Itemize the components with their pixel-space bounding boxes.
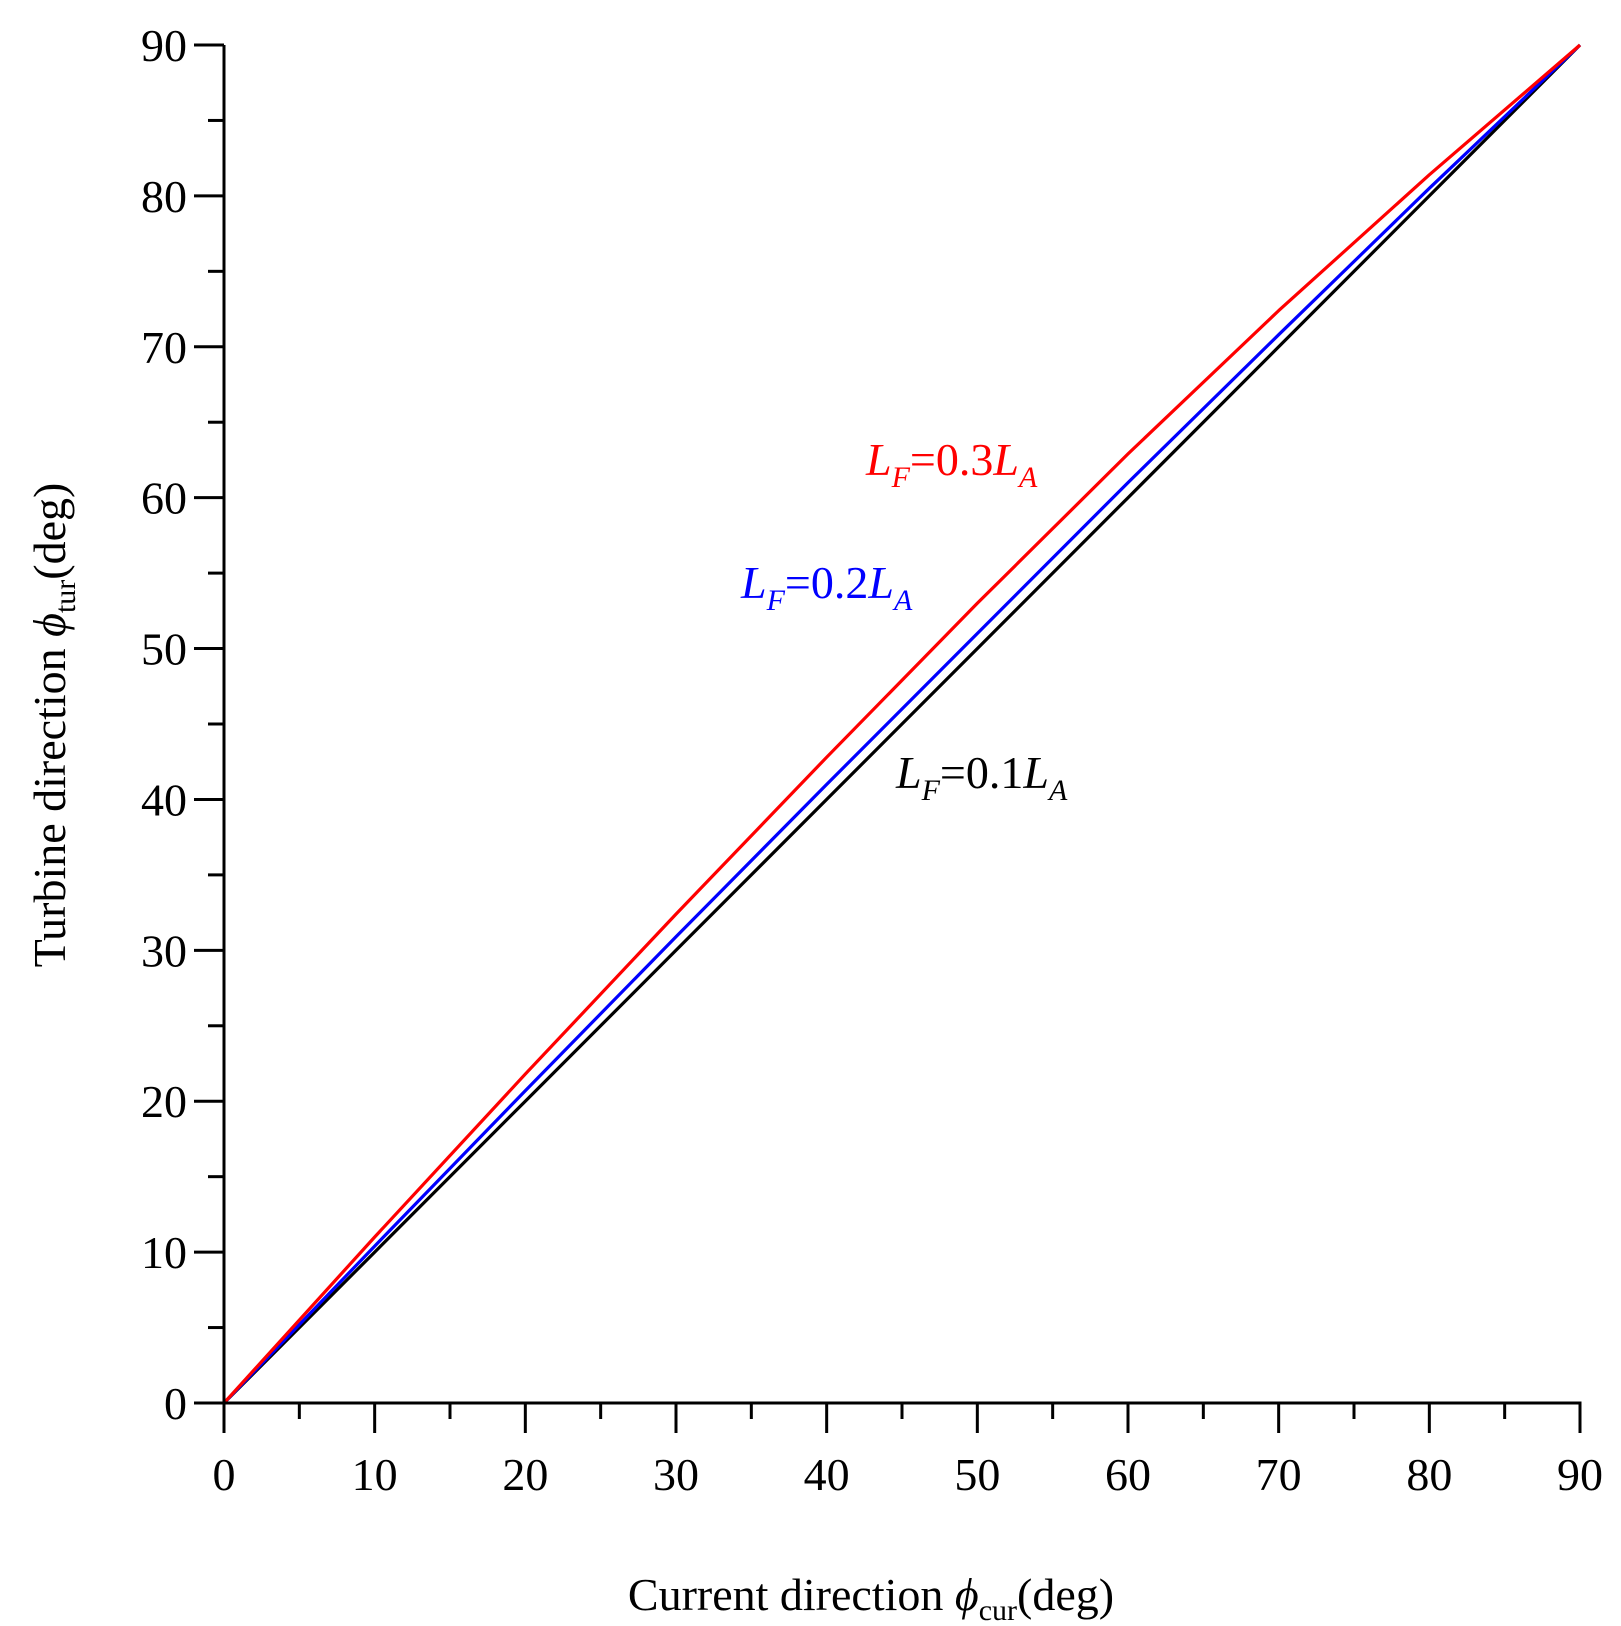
x-axis-title-prefix: Current direction	[628, 1569, 955, 1620]
series-line-2	[222, 43, 1582, 1405]
y-tick-label: 40	[141, 774, 187, 825]
y-tick-label: 80	[141, 171, 187, 222]
y-tick-label: 0	[164, 1378, 187, 1429]
y-tick-label: 60	[141, 473, 187, 524]
x-tick-label: 50	[954, 1449, 1000, 1500]
annotation-black-L: L	[895, 747, 922, 798]
series-layer	[222, 43, 1582, 1405]
x-tick-label: 0	[213, 1449, 236, 1500]
y-tick-label: 90	[141, 20, 187, 71]
y-axis-title: Turbine direction ϕtur(deg)	[24, 483, 82, 968]
series-line-3	[222, 43, 1582, 1405]
y-tick-label: 30	[141, 925, 187, 976]
x-tick-label: 20	[502, 1449, 548, 1500]
y-axis-title-symbol: ϕ	[24, 613, 75, 637]
annotation-red-A: A	[1017, 461, 1038, 494]
annotation-red-mid: =0.3	[910, 434, 993, 485]
annotation-red-L2: L	[992, 434, 1019, 485]
annotation-black-mid: =0.1	[940, 747, 1023, 798]
y-axis-title-subscript: tur	[49, 580, 82, 613]
y-tick-label: 20	[141, 1076, 187, 1127]
annotation-blue-F: F	[766, 584, 786, 617]
x-axis-title: Current direction ϕcur(deg)	[628, 1569, 1114, 1626]
x-tick-label: 10	[352, 1449, 398, 1500]
y-tick-label: 50	[141, 624, 187, 675]
y-axis-title-prefix: Turbine direction	[24, 637, 75, 968]
annotation-black: LF=0.1LA	[895, 747, 1068, 807]
x-axis-title-subscript: cur	[979, 1594, 1017, 1626]
annotation-blue-mid: =0.2	[785, 557, 868, 608]
y-axis-title-suffix: (deg)	[24, 483, 75, 580]
x-tick-label: 80	[1406, 1449, 1452, 1500]
x-axis-title-symbol: ϕ	[955, 1569, 979, 1620]
y-tick-label: 10	[141, 1227, 187, 1278]
annotation-red-F: F	[891, 461, 911, 494]
annotation-blue-L2: L	[867, 557, 894, 608]
y-tick-label: 70	[141, 322, 187, 373]
x-axis-title-suffix: (deg)	[1017, 1569, 1114, 1620]
series-line-1	[222, 43, 1582, 1405]
x-tick-label: 40	[804, 1449, 850, 1500]
ticks-layer: 0 10 20 30 40 50 60 70 80 90 0 10 20 30 40 50 60 70 80 90	[141, 20, 1603, 1500]
annotation-black-F: F	[921, 774, 941, 807]
annotation-black-A: A	[1047, 774, 1068, 807]
annotation-red-L: L	[865, 434, 892, 485]
x-tick-label: 30	[653, 1449, 699, 1500]
annotation-black-L2: L	[1022, 747, 1049, 798]
annotation-blue-A: A	[892, 584, 913, 617]
annotation-blue: LF=0.2LA	[740, 557, 913, 617]
x-tick-label: 90	[1557, 1449, 1603, 1500]
x-tick-label: 60	[1105, 1449, 1151, 1500]
x-tick-label: 70	[1256, 1449, 1302, 1500]
annotation-blue-L: L	[740, 557, 767, 608]
annotation-red: LF=0.3LA	[865, 434, 1038, 494]
